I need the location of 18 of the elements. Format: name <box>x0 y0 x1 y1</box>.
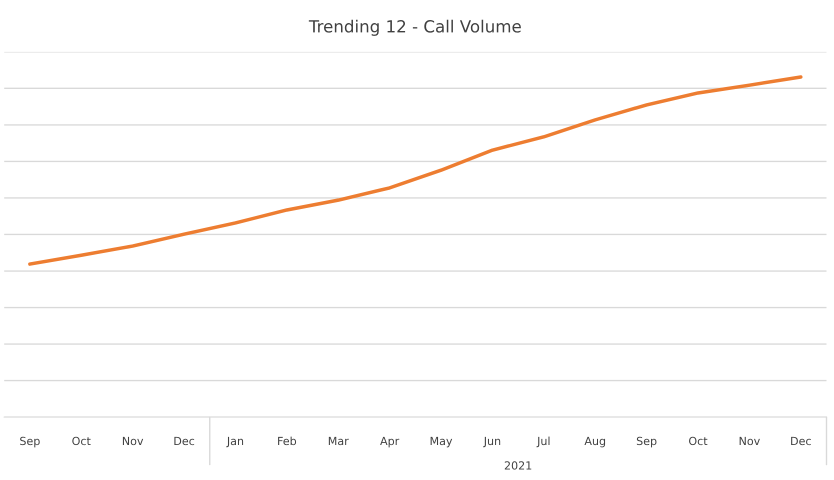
x-tick-label: Sep <box>20 436 40 448</box>
x-tick-label: Aug <box>584 436 606 448</box>
x-tick-label: Feb <box>278 436 296 446</box>
x-tick-label: Dec <box>174 436 194 446</box>
x-tick-label: May <box>430 436 452 448</box>
x-tick-label: Dec <box>791 436 811 446</box>
x-tick-label: Oct <box>72 436 91 446</box>
chart-title: Trending 12 - Call Volume <box>308 20 521 36</box>
x-tick-label: Jul <box>536 436 550 448</box>
x-tick-label: Mar <box>328 436 349 446</box>
x-tick-label: Jan <box>226 436 244 448</box>
x-tick-label: Oct <box>689 436 708 446</box>
x-tick-label: Sep <box>636 436 656 448</box>
x-tick-label: Nov <box>740 436 760 446</box>
x-tick-label: Jun <box>483 436 500 448</box>
text: 2021 <box>504 461 532 470</box>
x-tick-label: Apr <box>380 436 400 448</box>
x-tick-label: Nov <box>122 436 144 446</box>
